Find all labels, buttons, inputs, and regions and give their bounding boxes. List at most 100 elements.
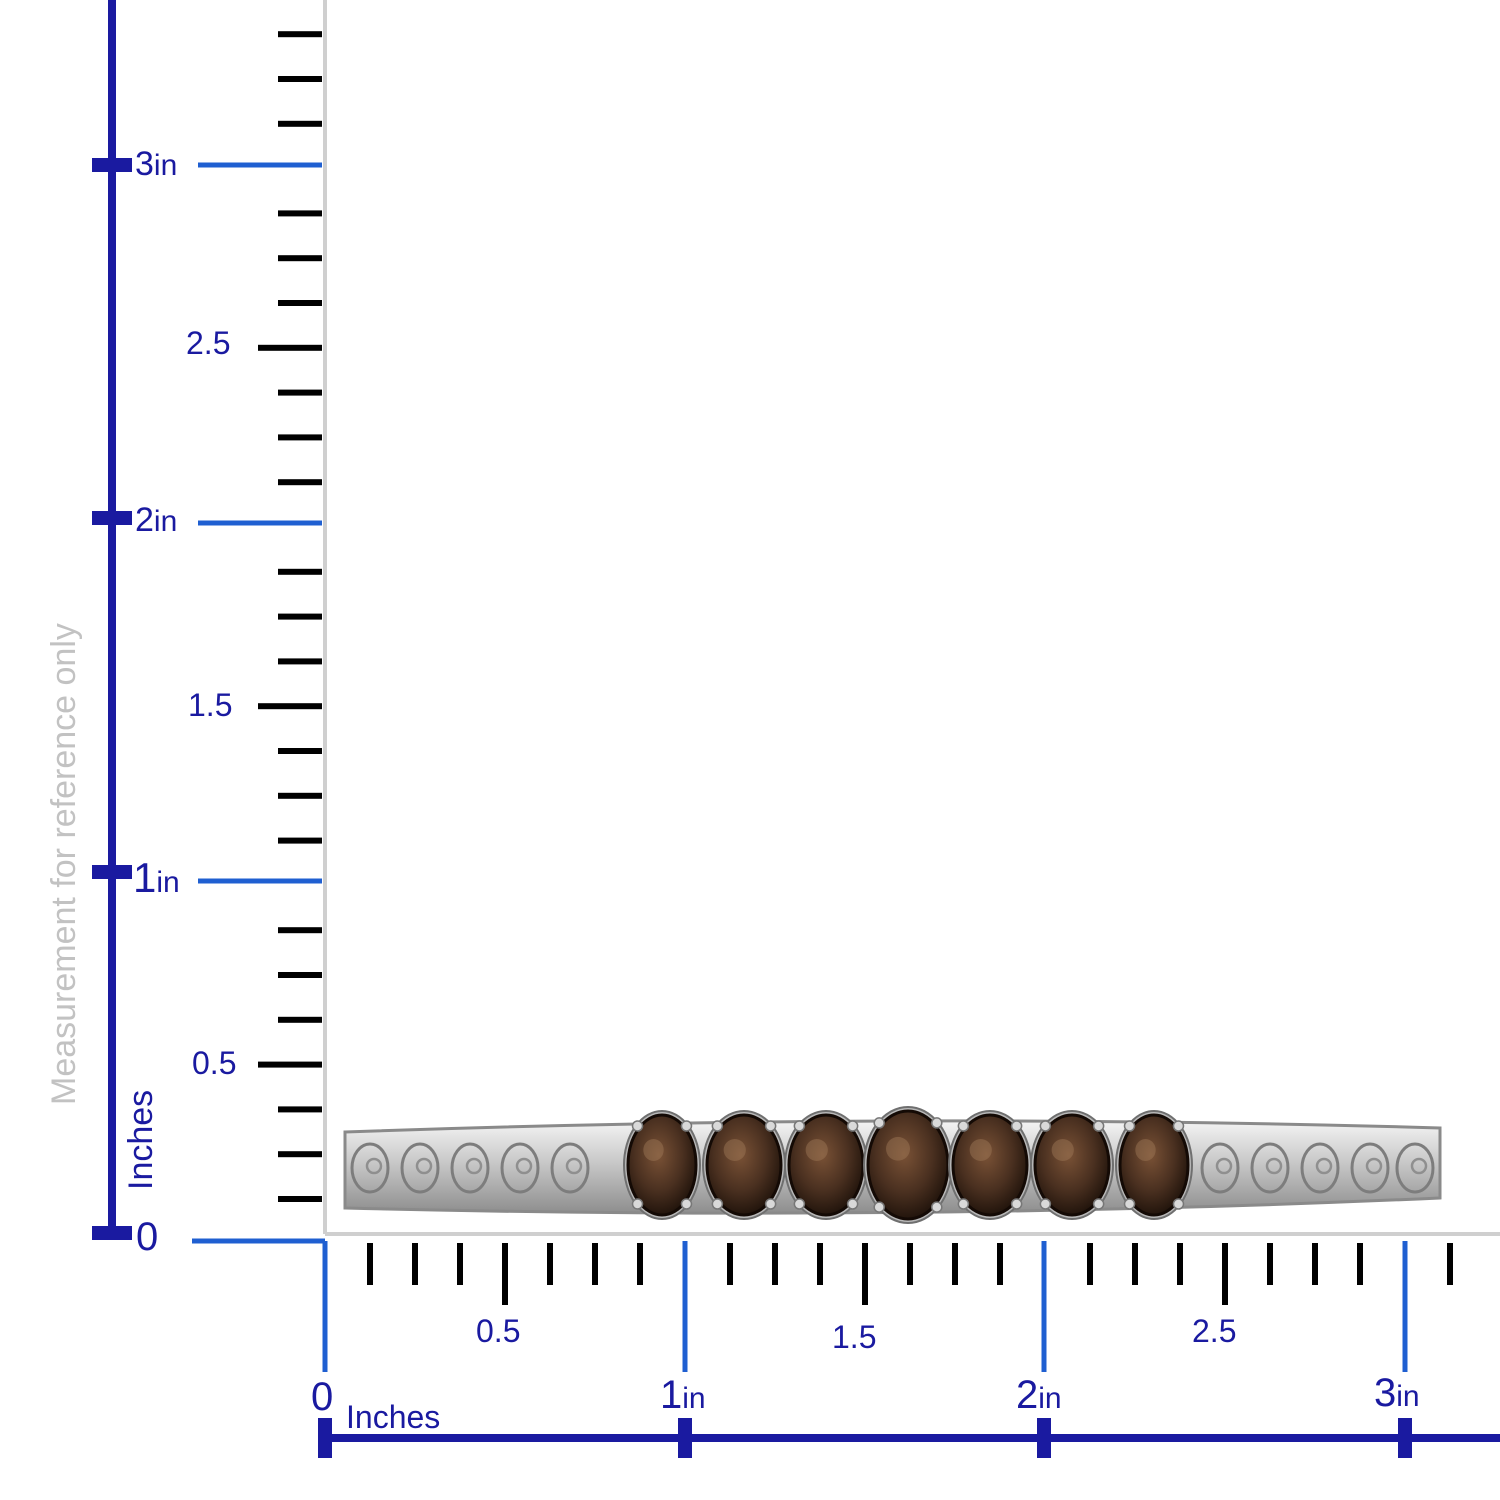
horizontal-ruler-tick [907, 1243, 913, 1285]
filigree-curl [415, 1157, 433, 1175]
horizontal-ruler-tick [412, 1243, 418, 1285]
vertical-label-1-5: 1.5 [188, 687, 232, 723]
filigree-curl [465, 1157, 483, 1175]
filigree-scroll [1350, 1142, 1390, 1194]
horizontal-ruler-tick [1447, 1243, 1453, 1285]
stone-prong [680, 1198, 693, 1210]
stone-prong [957, 1120, 970, 1132]
horizontal-label-3in: 3in [1374, 1371, 1420, 1415]
horizontal-ruler-tick [457, 1243, 463, 1285]
horizontal-ruler-tick [997, 1243, 1003, 1285]
vertical-ruler-tick [278, 748, 322, 754]
horizontal-ruler-cap-1in [678, 1418, 692, 1458]
stone-prong [764, 1120, 777, 1132]
vertical-ruler-tick [278, 1196, 322, 1202]
vertical-ruler-tick [258, 703, 322, 710]
stone-prong [846, 1198, 859, 1210]
vertical-ruler-tick [278, 120, 322, 127]
stone-prong [873, 1117, 885, 1129]
stone-prong [873, 1201, 885, 1213]
vertical-label-2-5: 2.5 [186, 325, 230, 361]
vertical-label-0-5: 0.5 [192, 1045, 236, 1081]
vertical-ruler-cap-2in [92, 511, 132, 525]
vertical-ruler-tick [278, 210, 322, 217]
horizontal-ruler-tick [817, 1243, 823, 1285]
horizontal-label-1in: 1in [660, 1373, 706, 1417]
filigree-scroll [350, 1142, 390, 1194]
vertical-label-3in: 3in [135, 145, 177, 183]
filigree-curl [1215, 1157, 1233, 1175]
filigree-curl [1315, 1157, 1333, 1175]
vertical-ruler-tick [278, 927, 322, 934]
horizontal-ruler-tick [592, 1243, 598, 1285]
stone-prong [711, 1198, 724, 1210]
vertical-ruler-tick [278, 300, 322, 306]
filigree-scroll [1250, 1142, 1290, 1194]
stone-highlight [886, 1136, 910, 1161]
stone-highlight [1051, 1139, 1074, 1161]
filigree-pattern [350, 1142, 1435, 1194]
smoky-quartz-stone [951, 1113, 1029, 1217]
vertical-ruler-tick [278, 837, 322, 844]
vertical-label-2in: 2in [135, 501, 177, 539]
vertical-ruler-tick [278, 434, 322, 441]
vertical-ruler: 0 1in 2in 3in 0.5 1.5 2.5 Inches [92, 0, 322, 1259]
horizontal-label-0-5: 0.5 [476, 1313, 520, 1349]
stone-highlight [643, 1139, 664, 1161]
vertical-ruler-tick [278, 1151, 322, 1158]
horizontal-ruler-tick [502, 1243, 508, 1305]
filigree-scroll [1300, 1142, 1340, 1194]
stone-prong [680, 1120, 693, 1132]
stone-prong [631, 1120, 644, 1132]
vertical-ruler-ticks [258, 31, 322, 1202]
stone-prong [931, 1117, 943, 1129]
vertical-ruler-tick [278, 255, 322, 262]
horizontal-ruler-tick [367, 1243, 373, 1285]
smoky-quartz-stone [1118, 1113, 1190, 1217]
vertical-ruler-tick [278, 1106, 322, 1113]
smoky-quartz-stone [705, 1113, 783, 1217]
stone-row [623, 1106, 1193, 1224]
filigree-curl [1410, 1157, 1428, 1175]
filigree-scroll [1395, 1142, 1435, 1194]
horizontal-ruler-tick [1132, 1243, 1138, 1285]
vertical-ruler-cap-3in [92, 158, 132, 172]
vertical-ruler-tick [258, 1061, 322, 1068]
stone-highlight [723, 1139, 746, 1161]
horizontal-zero-label: 0 [311, 1375, 333, 1419]
vertical-ruler-tick [278, 31, 322, 38]
vertical-ruler-tick [278, 972, 322, 978]
filigree-scroll [550, 1142, 590, 1194]
stone-prong [631, 1198, 644, 1210]
horizontal-ruler-tick [637, 1243, 643, 1285]
stone-prong [1123, 1120, 1136, 1132]
vertical-zero-label: 0 [136, 1215, 158, 1259]
stone-prong [1172, 1120, 1185, 1132]
smoky-quartz-stone [626, 1113, 698, 1217]
stone-prong [711, 1120, 724, 1132]
horizontal-ruler-cap-2in [1037, 1418, 1051, 1458]
vertical-ruler-tick [278, 792, 322, 799]
horizontal-ruler-tick [727, 1243, 733, 1285]
filigree-curl [1365, 1157, 1383, 1175]
horizontal-ruler-tick [1087, 1243, 1093, 1285]
vertical-ruler-tick [278, 613, 322, 620]
reference-note: Measurement for reference only [45, 623, 83, 1105]
horizontal-ruler-tick [1357, 1243, 1363, 1285]
stone-prong [793, 1120, 806, 1132]
horizontal-label-2-5: 2.5 [1192, 1313, 1236, 1349]
filigree-curl [365, 1157, 383, 1175]
filigree-curl [565, 1157, 583, 1175]
bracelet-image [343, 1106, 1442, 1224]
vertical-ruler-tick [278, 76, 322, 82]
stone-prong [931, 1201, 943, 1213]
stone-prong [846, 1120, 859, 1132]
vertical-ruler-cap-1in [92, 865, 132, 879]
smoky-quartz-stone [1033, 1113, 1111, 1217]
stone-highlight [805, 1139, 828, 1161]
vertical-ruler-tick [278, 479, 322, 486]
vertical-ruler-tick [278, 658, 322, 665]
horizontal-ruler-ticks [367, 1243, 1453, 1305]
stone-prong [1092, 1198, 1105, 1210]
